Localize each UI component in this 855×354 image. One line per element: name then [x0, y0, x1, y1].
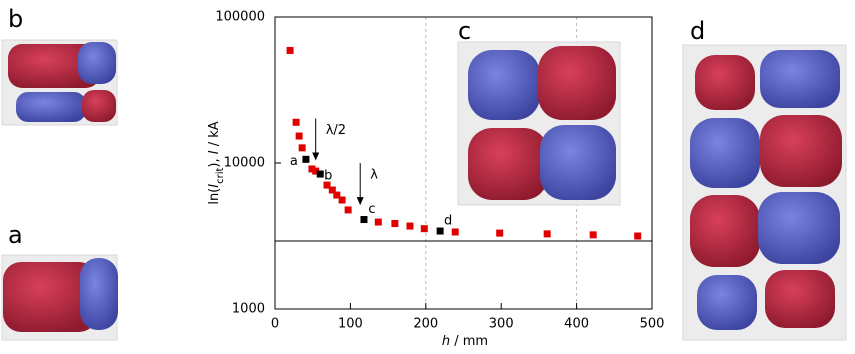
point [374, 218, 382, 226]
x-tick-label: 300 [489, 317, 514, 332]
panel-label: a [8, 221, 23, 249]
x-tick-label: 200 [413, 317, 438, 332]
point [338, 196, 346, 204]
point [312, 167, 320, 175]
label-part: I [207, 150, 222, 154]
point [316, 170, 324, 178]
point [295, 132, 303, 140]
label-part: h [442, 334, 450, 349]
label-part: ln( [207, 188, 222, 205]
point [286, 46, 294, 54]
point [589, 231, 597, 239]
point [634, 232, 642, 240]
point [543, 230, 551, 238]
point [451, 228, 459, 236]
x-tick-label: 100 [338, 317, 363, 332]
point [436, 227, 444, 235]
point [323, 181, 331, 189]
point-label: d [444, 214, 452, 229]
panel-label: d [690, 17, 705, 45]
y-axis-label: ln(Icrit), I / kA [207, 121, 226, 204]
point-label: a [290, 154, 298, 169]
x-tick-label: 400 [564, 317, 589, 332]
point [406, 222, 414, 230]
label-part: crit [215, 168, 226, 184]
arrow-label: λ [370, 168, 378, 183]
arrow-head [356, 197, 364, 206]
point-label: c [368, 202, 375, 217]
y-tick-label: 100000 [215, 10, 265, 25]
label-part: / kA [207, 121, 222, 150]
point [496, 229, 504, 237]
x-tick-label: 500 [640, 317, 665, 332]
panel-d-render [682, 44, 847, 341]
panel-a-render [1, 254, 118, 341]
arrow-label: λ/2 [326, 123, 346, 138]
panel-label: c [458, 17, 471, 45]
point [391, 220, 399, 228]
y-tick-label: 1000 [232, 302, 265, 317]
label-part: ), [207, 154, 222, 167]
label-part: I [207, 184, 222, 188]
point [302, 155, 310, 163]
arrow-head [312, 152, 320, 161]
label-part: / mm [450, 334, 488, 349]
point [360, 216, 368, 224]
y-tick-label: 10000 [224, 156, 265, 171]
point [328, 186, 336, 194]
point-label: b [324, 169, 332, 184]
point [298, 144, 306, 152]
point [333, 191, 341, 199]
point [308, 165, 316, 173]
x-axis-label: h / mm [442, 334, 488, 349]
x-tick-label: 0 [271, 317, 279, 332]
panel-label: b [8, 5, 23, 33]
panel-c-render [457, 41, 621, 206]
point [420, 225, 428, 233]
point [344, 206, 352, 214]
panel-b-render [1, 39, 118, 126]
point [292, 118, 300, 126]
